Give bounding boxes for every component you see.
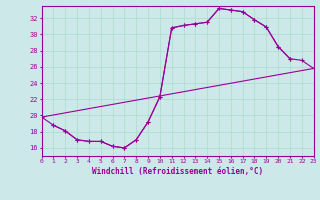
X-axis label: Windchill (Refroidissement éolien,°C): Windchill (Refroidissement éolien,°C) bbox=[92, 167, 263, 176]
